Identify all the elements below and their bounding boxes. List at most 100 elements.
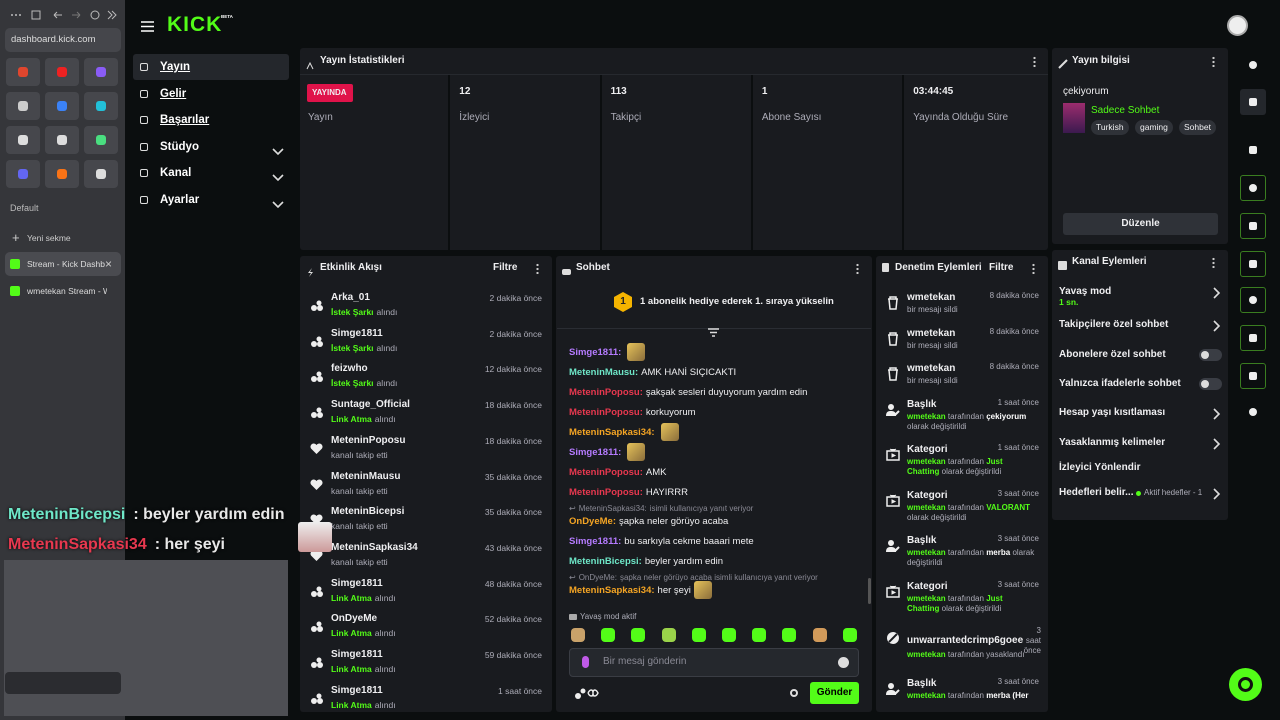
moderation-item-icon <box>886 494 900 508</box>
activity-detail: kanalı takip etti <box>331 484 388 498</box>
tag[interactable]: gaming <box>1135 120 1173 135</box>
toolbar-icon[interactable] <box>1249 260 1257 268</box>
emote-picker-item[interactable] <box>782 628 797 642</box>
activity-filter[interactable]: Filtre <box>493 262 518 273</box>
nav-item[interactable]: Gelir <box>160 87 187 100</box>
detail-segment: tarafından yasaklandı <box>947 649 1025 659</box>
activity-detail: Link Atma alındı <box>331 591 396 605</box>
detail-segment: bir mesajı sildi <box>907 340 958 350</box>
channel-action-label[interactable]: Takipçilere özel sohbet <box>1059 319 1169 330</box>
tab-close[interactable]: × <box>105 257 113 271</box>
emote-picker-item[interactable] <box>691 628 706 642</box>
toolbar-icon[interactable] <box>1249 184 1257 192</box>
new-tab[interactable]: Yeni sekme <box>27 233 71 243</box>
reward-icon <box>310 656 324 668</box>
media-controls[interactable] <box>5 672 121 694</box>
toolbar-icon[interactable] <box>1249 222 1257 230</box>
logo-badge: BETA <box>221 14 233 19</box>
menu-dots[interactable] <box>1212 56 1215 67</box>
stat-value: YAYINDA <box>312 88 347 97</box>
moderation-item-title: unwarrantedcrimp6goee <box>907 634 1024 646</box>
toolbar-button-bg <box>1240 251 1266 277</box>
detail-segment: bir mesajı sildi <box>907 305 958 314</box>
edit-button[interactable]: Düzenle <box>1063 213 1218 235</box>
stat-value: 1 <box>761 86 768 97</box>
chat-placeholder: Bir mesaj gönderin <box>603 656 687 667</box>
activity-detail: Link Atma alındı <box>331 412 396 426</box>
browser-tab[interactable]: wmetekan Stream - Wat <box>27 286 107 296</box>
detail-segment: merba <box>986 548 1011 558</box>
channel-action-label[interactable]: İzleyici Yönlendir <box>1059 462 1141 473</box>
channel-action-label[interactable]: Hesap yaşı kısıtlaması <box>1059 407 1166 418</box>
toolbar-icon[interactable] <box>1249 61 1257 69</box>
menu-button <box>141 19 154 32</box>
menu-dots[interactable] <box>856 263 859 274</box>
nav-item[interactable]: Ayarlar <box>160 194 200 206</box>
emote-picker-item[interactable] <box>601 628 616 642</box>
nav-item[interactable]: Stüdyo <box>160 140 199 153</box>
menu-dots[interactable] <box>1033 56 1036 67</box>
browser-controls <box>8 8 118 20</box>
emoji-button[interactable] <box>838 657 849 668</box>
tag[interactable]: Sohbet <box>1179 120 1216 135</box>
chat-input[interactable] <box>569 648 859 677</box>
nav-item[interactable]: Yayın <box>160 61 191 73</box>
emote-picker-item[interactable] <box>752 628 767 642</box>
toolbar-icon[interactable] <box>1249 372 1257 380</box>
detail-segment: olarak değiştirildi <box>907 512 967 522</box>
emote-picker-item[interactable] <box>842 628 857 642</box>
activity-user: Simge1811 <box>331 577 383 589</box>
moderation-item-icon <box>886 585 900 599</box>
bookmark-icon <box>96 169 106 179</box>
nav-item[interactable]: Başarılar <box>160 114 210 127</box>
channel-action-label[interactable]: Hedefleri belir... <box>1059 487 1134 498</box>
emote-picker-item[interactable] <box>722 628 736 642</box>
chat-settings[interactable] <box>790 689 798 697</box>
reply-arrow: ↩ <box>569 573 576 582</box>
reply-context: ↩ OnDyeMe: şapka neler görüyo acaba isimli… <box>569 571 818 585</box>
tag[interactable]: Turkish <box>1091 120 1129 135</box>
toolbar-icon[interactable] <box>1249 408 1257 416</box>
moderation-item-title: wmetekan <box>907 327 956 339</box>
overlay-message: : beyler yardım edin <box>133 506 285 523</box>
chat-user: MeteninMausu: <box>569 367 639 378</box>
emote-picker-item[interactable] <box>812 628 827 642</box>
menu-dots[interactable] <box>1032 263 1035 274</box>
channel-action-label[interactable]: Yavaş mod <box>1059 286 1112 297</box>
detail-segment: bir mesajı sildi <box>907 376 958 385</box>
moderation-detail: wmetekan tarafından Just Chatting olarak… <box>907 457 1037 477</box>
menu-dots[interactable] <box>536 263 539 274</box>
avatar[interactable] <box>1227 15 1248 36</box>
activity-user: MeteninSapkasi34 <box>331 541 418 553</box>
toolbar-icon[interactable] <box>1249 334 1257 342</box>
moderation-detail: bir mesajı sildi <box>907 376 1037 386</box>
emote-picker-item[interactable] <box>631 628 646 642</box>
emote-picker-item[interactable] <box>571 628 585 642</box>
chat-icon <box>562 264 571 275</box>
activity-user: MeteninMausu <box>331 470 401 482</box>
channel-action-label[interactable]: Abonelere özel sohbet <box>1059 349 1166 360</box>
moderation-filter[interactable]: Filtre <box>989 262 1014 273</box>
activity-detail-text: kanalı takip etti <box>331 521 388 532</box>
toolbar-button-bg <box>1240 287 1266 313</box>
toolbar-icon[interactable] <box>1249 296 1257 304</box>
chat-tools <box>574 686 602 700</box>
detail-segment: wmetekan <box>907 649 946 659</box>
toolbar-icon[interactable] <box>1249 146 1257 154</box>
toggle-knob <box>1201 380 1209 388</box>
nav-item[interactable]: Kanal <box>160 167 192 180</box>
overlay-chat-line: MeteninBicepsi: beyler yardım edin <box>8 505 285 525</box>
reply-arrow: ↩ <box>569 504 576 513</box>
moderation-item-title: Başlık <box>907 677 937 689</box>
menu-dots[interactable] <box>1212 257 1215 268</box>
emote-picker-item[interactable] <box>661 628 676 642</box>
activity-detail-text: alındı <box>376 342 398 353</box>
send-button[interactable]: Gönder <box>810 682 859 704</box>
url: dashboard.kick.com <box>11 34 96 45</box>
pinned-collapse <box>708 324 719 337</box>
channel-action-label[interactable]: Yasaklanmış kelimeler <box>1059 437 1166 448</box>
browser-tab[interactable]: Stream - Kick Dashb <box>27 259 105 269</box>
channel-action-label[interactable]: Yalnızca ifadelerle sohbet <box>1059 378 1181 389</box>
chat-message: MeteninPoposu: AMK <box>569 463 666 483</box>
toolbar-icon[interactable] <box>1249 98 1257 106</box>
